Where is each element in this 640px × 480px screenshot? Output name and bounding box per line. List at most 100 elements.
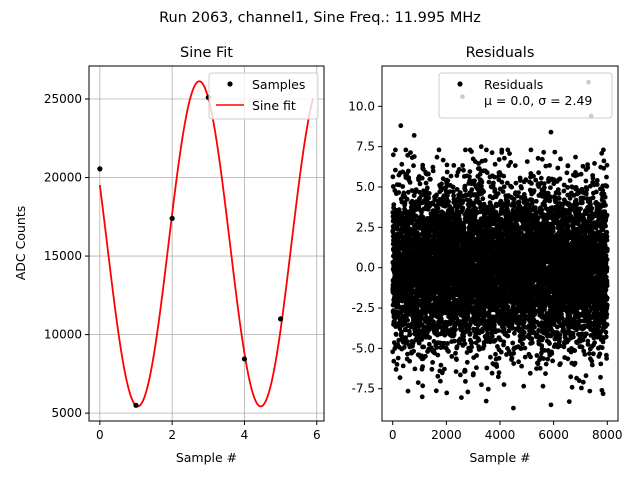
- residual-point: [431, 339, 437, 344]
- y-tick-label: 5000: [51, 406, 82, 420]
- residual-point: [484, 147, 489, 153]
- x-tick-label: 2: [168, 428, 176, 442]
- residual-point: [480, 196, 486, 202]
- sine-fit-y-ticks: 5000 10000 15000 20000 25000: [44, 92, 89, 420]
- residual-point: [489, 333, 495, 339]
- residual-point: [509, 355, 515, 361]
- residual-point: [519, 363, 524, 369]
- legend-samples-marker: [227, 81, 233, 87]
- residual-point: [498, 349, 504, 355]
- residual-point: [440, 157, 446, 163]
- x-tick-label: 0: [96, 428, 104, 442]
- x-tick-label: 4: [241, 428, 249, 442]
- residual-point: [496, 355, 502, 361]
- residual-point: [419, 209, 424, 215]
- residual-point: [393, 167, 398, 173]
- residual-point: [449, 354, 455, 359]
- residual-point: [435, 373, 441, 379]
- residuals-title: Residuals: [466, 45, 535, 61]
- residual-point: [505, 333, 511, 339]
- residual-point: [481, 189, 486, 195]
- residual-point: [393, 332, 399, 337]
- sine-fit-legend: Samples Sine fit: [208, 72, 319, 120]
- residual-point: [434, 154, 440, 160]
- residual-point: [439, 181, 444, 187]
- residual-point: [400, 169, 406, 175]
- residual-point: [447, 189, 453, 195]
- residual-point: [501, 339, 507, 345]
- residual-point: [489, 370, 495, 376]
- residual-point: [427, 335, 432, 340]
- sine-fit-y-axis-label: ADC Counts: [13, 206, 28, 281]
- residual-point: [415, 232, 421, 238]
- residual-point: [404, 209, 409, 215]
- residual-point: [426, 341, 432, 347]
- residual-point: [469, 187, 475, 193]
- residual-point: [407, 331, 413, 337]
- residual-point: [424, 185, 430, 191]
- y-tick-label: 25000: [44, 92, 82, 106]
- residual-point: [405, 189, 411, 195]
- residual-point: [410, 340, 416, 346]
- residual-point: [462, 341, 468, 347]
- residual-point: [445, 178, 451, 184]
- residual-point: [501, 184, 507, 190]
- residual-point: [436, 147, 442, 153]
- sample-point: [169, 215, 175, 221]
- residual-point: [450, 184, 456, 190]
- residual-point: [396, 190, 402, 195]
- residual-point: [493, 351, 498, 357]
- residual-point: [402, 201, 408, 207]
- residual-point: [454, 357, 459, 362]
- residual-point: [390, 184, 396, 189]
- residual-point: [484, 170, 490, 176]
- residual-point: [522, 345, 528, 351]
- residual-point: [496, 157, 502, 162]
- residual-point: [453, 327, 458, 333]
- y-tick-label: 15000: [44, 249, 82, 263]
- residual-point: [395, 355, 401, 361]
- residual-point: [494, 364, 500, 369]
- residual-point: [426, 195, 432, 201]
- residual-point: [416, 340, 422, 346]
- residual-point: [419, 337, 425, 342]
- residual-point: [471, 371, 476, 376]
- residual-point: [430, 360, 435, 365]
- residual-point: [499, 147, 505, 153]
- residual-point: [516, 190, 521, 196]
- residual-point: [435, 352, 441, 358]
- residual-point: [486, 179, 492, 185]
- sample-point: [241, 356, 248, 362]
- residual-point: [430, 168, 436, 174]
- sample-point: [133, 402, 139, 408]
- sample-point: [97, 166, 103, 172]
- residual-point: [401, 345, 407, 350]
- residual-point: [404, 339, 410, 344]
- residual-point: [393, 367, 399, 372]
- residual-point: [473, 206, 479, 212]
- residual-point: [404, 196, 410, 202]
- residual-point: [495, 374, 501, 380]
- residual-point: [405, 317, 410, 323]
- residual-point: [512, 330, 517, 336]
- residual-point: [502, 155, 507, 161]
- y-tick-label: 20000: [44, 171, 82, 185]
- residuals-panel: Residuals 0 2000 4000 6000 8000 -7.5-5.0-2.5…: [348, 45, 622, 465]
- residual-point: [444, 390, 450, 396]
- residual-point: [442, 366, 447, 372]
- residual-point: [474, 365, 479, 371]
- residual-point: [390, 152, 396, 158]
- residual-point: [420, 364, 425, 369]
- residual-point: [501, 173, 507, 179]
- residual-point: [406, 168, 411, 174]
- residual-point: [476, 337, 482, 343]
- residual-point: [451, 163, 457, 168]
- residual-point: [512, 163, 518, 169]
- residual-point: [521, 383, 527, 389]
- residual-point: [521, 330, 527, 335]
- residual-point: [445, 341, 450, 346]
- residual-point: [444, 169, 450, 175]
- residual-point: [516, 199, 522, 205]
- y-tick-label: 10000: [44, 328, 82, 342]
